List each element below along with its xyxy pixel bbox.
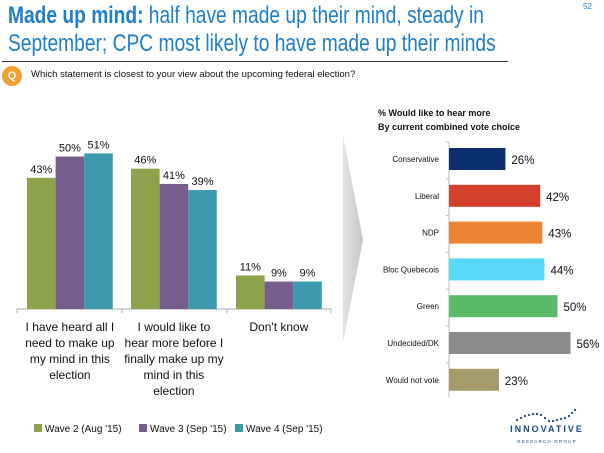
data-label: 50% — [564, 302, 587, 314]
title-rest: half have made up their mind, steady in … — [8, 2, 496, 57]
logo-sub: RESEARCH GROUP — [517, 439, 577, 444]
logo-dot — [570, 411, 574, 415]
bar-0-0 — [27, 177, 56, 309]
bar-0-1 — [55, 156, 85, 309]
question-text: Which statement is closest to your view … — [31, 69, 356, 80]
data-label: 41% — [163, 170, 185, 182]
category-label: Conservative — [392, 155, 439, 164]
bar-liberal — [449, 184, 541, 207]
category-label: Liberal — [415, 192, 439, 201]
category-label: NDP — [422, 229, 439, 238]
category-label: Green — [417, 302, 439, 311]
innovative-logo: INNOVATIVE RESEARCH GROUP — [510, 424, 584, 444]
category-label: Don't know — [249, 320, 308, 334]
bar-2-0 — [236, 275, 265, 309]
logo-dot — [523, 414, 527, 418]
data-label: 56% — [577, 339, 600, 351]
title-bold: Made up mind: — [8, 2, 144, 29]
logo-dot — [563, 416, 567, 420]
chart-title-line: % Would like to hear more — [378, 108, 490, 118]
question-badge: Q — [2, 66, 22, 86]
category-label: election — [49, 368, 90, 382]
logo-dot — [567, 414, 571, 418]
data-label: 50% — [59, 143, 81, 155]
category-label: Would not vote — [386, 376, 440, 385]
data-label: 42% — [546, 192, 569, 204]
logo-name: INNOVATIVE — [510, 424, 584, 434]
bar-1-0 — [131, 168, 160, 309]
data-label: 51% — [87, 139, 109, 151]
bar-0-2 — [84, 153, 113, 309]
data-label: 23% — [505, 376, 528, 388]
category-label: my mind in this — [30, 352, 110, 366]
data-label: 43% — [30, 164, 52, 176]
category-label: hear more before I — [125, 336, 224, 350]
category-label: need to make up — [25, 336, 115, 350]
logo-dot — [573, 408, 577, 412]
logo-dot — [535, 412, 539, 416]
arrow-divider — [343, 135, 363, 342]
logo-dot — [559, 417, 563, 421]
bar-ndp — [449, 221, 543, 244]
bar-1-2 — [188, 190, 217, 309]
logo-dot — [539, 413, 543, 417]
data-label: 9% — [300, 268, 316, 280]
category-label: election — [153, 384, 194, 398]
category-label: mind in this — [144, 368, 205, 382]
category-label: I would like to — [138, 320, 211, 334]
legend-swatch — [34, 424, 42, 432]
logo-dot — [543, 416, 547, 420]
data-label: 39% — [191, 176, 213, 188]
data-label: 43% — [548, 229, 571, 241]
bar-2-1 — [264, 281, 294, 309]
bar-undecided-dk — [449, 332, 571, 354]
bar-green — [449, 295, 558, 318]
chart-title-line: By current combined vote choice — [378, 122, 520, 132]
bar-bloc-quebecois — [449, 258, 545, 281]
category-label: I have heard all I — [26, 320, 115, 334]
category-label: Undecided/DK — [387, 339, 439, 348]
logo-dot — [551, 419, 555, 423]
legend-label: Wave 3 (Sep '15) — [150, 424, 227, 435]
legend-label: Wave 4 (Sep '15) — [246, 424, 323, 435]
title-divider — [2, 61, 508, 62]
page-number: 52 — [583, 2, 592, 11]
legend-label: Wave 2 (Aug '15) — [45, 424, 122, 435]
logo-dot — [531, 412, 535, 416]
legend-swatch — [235, 424, 243, 432]
page-title: Made up mind: half have made up their mi… — [8, 2, 560, 58]
category-label: Bloc Quebecois — [383, 265, 439, 274]
data-label: 11% — [240, 261, 261, 273]
data-label: 44% — [550, 265, 573, 277]
category-label: finally make up my — [124, 352, 223, 366]
data-label: 46% — [134, 155, 156, 167]
logo-dot — [519, 416, 523, 420]
bar-2-2 — [293, 281, 322, 309]
logo-dot — [515, 418, 519, 422]
bar-1-1 — [159, 183, 189, 309]
data-label: 9% — [271, 268, 287, 280]
logo-dot — [547, 419, 551, 423]
bar-conservative — [449, 148, 506, 170]
legend-swatch — [139, 424, 147, 432]
logo-dot — [555, 418, 559, 422]
data-label: 26% — [511, 155, 534, 167]
logo-dot — [527, 413, 531, 417]
bar-would-not-vote — [449, 368, 499, 391]
